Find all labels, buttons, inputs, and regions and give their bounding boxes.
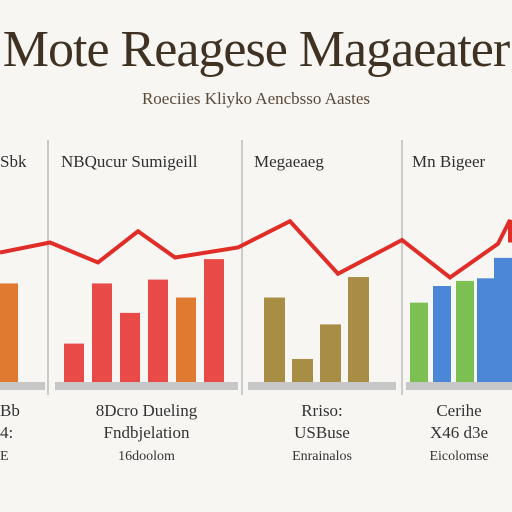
bar-panel-3-1 (264, 297, 285, 382)
bar-panel-4-4 (477, 278, 495, 382)
panel-baseline (248, 382, 396, 390)
bar-panel-4-5 (494, 257, 512, 382)
bar-panel-2-6 (204, 259, 224, 382)
bar-panel-4-2 (433, 286, 451, 382)
bar-panel-3-3 (320, 324, 341, 382)
panel-note-3-2: USBuse (294, 423, 350, 442)
panel-note-4-1: Cerihe (436, 401, 481, 420)
panel-baseline (406, 382, 512, 390)
bar-panel-2-2 (92, 283, 112, 382)
panel-note-4-2: X46 d3e (430, 423, 488, 442)
panel-note-2-1: 8Dcro Dueling (96, 401, 198, 420)
panel-note-1-2: 4: (0, 423, 13, 442)
bar-panel-4-1 (410, 302, 428, 382)
panel-note-3-1: Rriso: (301, 401, 343, 420)
panel-heading-3: Megaeaeg (254, 152, 324, 171)
bar-panel-2-1 (64, 343, 84, 382)
panel-note-1-1: Bb (0, 401, 20, 420)
bar-panel-2-5 (176, 297, 196, 382)
panel-heading-2: NBQucur Sumigeill (61, 152, 198, 171)
page-title: Mote Reagese Magaeater (2, 21, 510, 78)
bar-panel-4-3 (456, 280, 474, 382)
panel-note-1-3: E (0, 449, 9, 464)
panel-baseline (55, 382, 238, 390)
page-subtitle: Roeciies Kliyko Aencbsso Aastes (141, 89, 371, 108)
panel-heading-1: Sbk (0, 152, 27, 171)
trend-line (0, 218, 512, 280)
bar-panel-3-2 (292, 358, 313, 382)
bar-panel-3-4 (348, 277, 369, 382)
bar-panel-2-4 (148, 279, 168, 382)
panel-baseline (0, 382, 45, 390)
panel-note-3-3: Enrainalos (292, 449, 352, 464)
panel-note-4-3: Eicolomse (429, 449, 488, 464)
bar-panel-1-1 (0, 283, 18, 382)
panel-note-2-3: 16doolom (118, 449, 175, 464)
bar-panel-2-3 (120, 312, 140, 382)
panel-heading-4: Mn Bigeer (412, 152, 486, 171)
panel-note-2-2: Fndbjelation (104, 423, 190, 442)
